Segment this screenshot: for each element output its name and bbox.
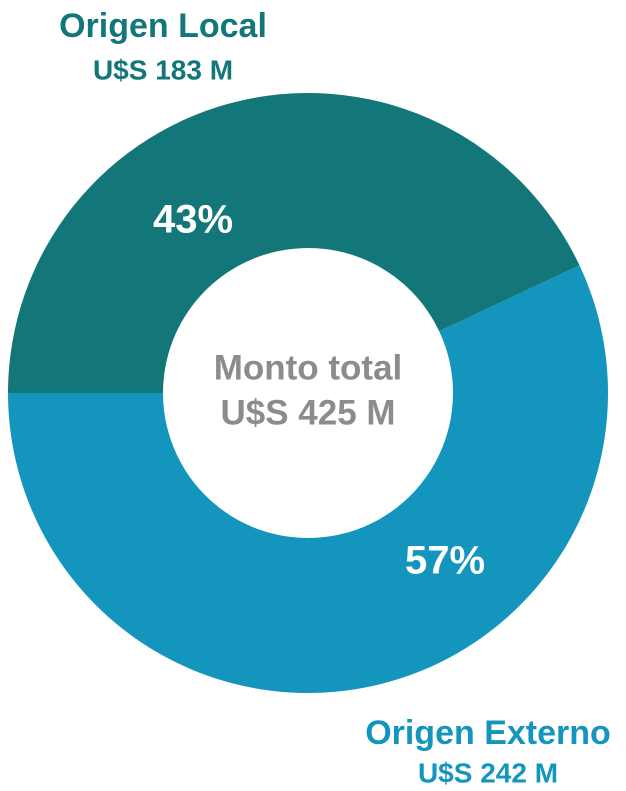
amount-label: U$S 183 M — [93, 54, 233, 85]
donut-slice — [8, 265, 608, 694]
donut-slice — [8, 93, 580, 394]
amount-label: U$S 242 M — [418, 757, 558, 788]
slice-label: 57% — [405, 539, 485, 583]
category-label: Origen Externo — [365, 714, 611, 752]
slice-label: 43% — [153, 198, 233, 242]
center-label: Monto total — [214, 348, 403, 387]
category-label: Origen Local — [59, 7, 267, 45]
center-label: U$S 425 M — [220, 393, 395, 432]
